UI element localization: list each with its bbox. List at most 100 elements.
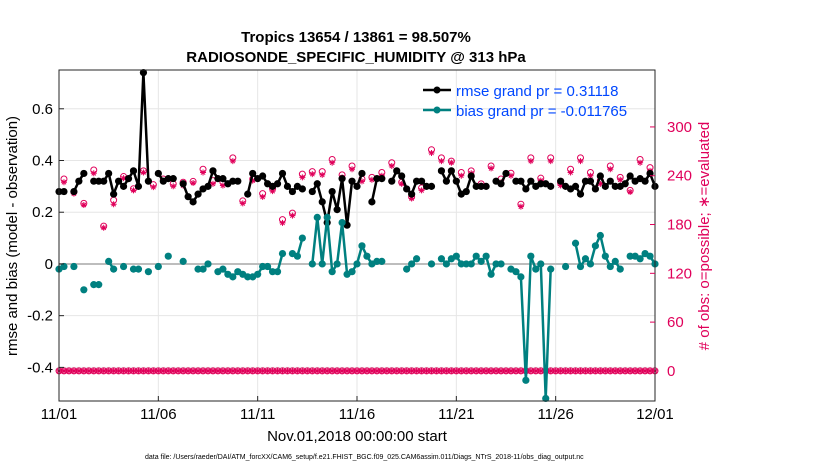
obs-evaluated-point (537, 367, 544, 374)
obs-evaluated-upper-point (438, 158, 445, 165)
obs-evaluated-upper-point (140, 169, 147, 176)
rmse-point (393, 167, 401, 175)
rmse-point (358, 169, 366, 178)
rmse-point (606, 177, 614, 185)
obs-evaluated-point (354, 367, 360, 374)
obs-evaluated-point (493, 367, 500, 374)
rmse-point (100, 177, 108, 185)
rmse-point (353, 182, 361, 190)
obs-evaluated-upper-point (527, 158, 534, 165)
bias-point (134, 265, 143, 273)
rmse-point (408, 190, 416, 198)
rmse-point (229, 177, 237, 185)
bias-point (532, 265, 540, 273)
obs-evaluated-point (398, 367, 405, 374)
obs-evaluated-point (274, 367, 281, 374)
rmse-point (144, 177, 152, 185)
bias-point (646, 252, 654, 260)
bias-point (358, 242, 366, 250)
bias-point (457, 260, 465, 268)
bias-point (204, 260, 212, 268)
bias-point (318, 260, 326, 268)
obs-evaluated-point (592, 367, 599, 374)
rmse-point (447, 167, 455, 175)
obs-evaluated-point (234, 367, 241, 374)
bias-point (244, 273, 252, 281)
obs-evaluated-point (100, 367, 107, 374)
obs-evaluated-point (75, 367, 82, 374)
rmse-point (189, 198, 197, 206)
obs-evaluated-point (284, 367, 291, 374)
rmse-point (388, 177, 396, 185)
rmse-point (373, 175, 381, 183)
obs-evaluated-point (224, 367, 231, 374)
obs-evaluated-upper-point (200, 169, 207, 176)
obs-evaluated-point (304, 367, 311, 374)
y-tick-label-1: -0.2 (27, 308, 53, 325)
bias-point (278, 250, 287, 258)
y2-tick-label-2: 120 (667, 265, 692, 282)
rmse-point (278, 169, 287, 178)
obs-evaluated-point (488, 367, 495, 374)
rmse-point (537, 180, 545, 188)
obs-evaluated-upper-point (229, 158, 236, 165)
obs-evaluated-point (532, 367, 539, 374)
obs-evaluated-upper-point (209, 180, 216, 187)
obs-evaluated-point (309, 367, 316, 374)
obs-evaluated-point (547, 367, 554, 374)
y-axis-label: rmse and bias (model - observation) (4, 116, 21, 356)
obs-evaluated-point (562, 367, 569, 374)
obs-evaluated-point (195, 367, 202, 374)
y2-axis-label: # of obs: o=possible; ∗=evaluated (696, 122, 713, 351)
obs-evaluated-point (428, 367, 435, 374)
obs-evaluated-point (572, 367, 579, 374)
bias-point (308, 260, 316, 268)
rmse-point (596, 172, 604, 180)
obs-evaluated-upper-point (239, 200, 246, 207)
rmse-point (288, 187, 297, 196)
x-tick-label-2: 11/11 (240, 406, 275, 423)
obs-evaluated-upper-point (587, 172, 594, 179)
bias-point (229, 273, 237, 281)
obs-evaluated-point (368, 367, 375, 374)
rmse-point (124, 175, 133, 183)
bias-point (571, 239, 580, 247)
obs-evaluated-point (478, 367, 485, 374)
obs-evaluated-upper-point (90, 170, 97, 177)
bias-point (487, 270, 495, 278)
obs-evaluated-upper-point (557, 182, 564, 189)
obs-evaluated-point (145, 367, 152, 374)
bias-point (264, 262, 272, 271)
obs-evaluated-upper-point (637, 159, 644, 166)
bias-point (219, 265, 227, 273)
rmse-point (129, 167, 138, 175)
rmse-point (110, 190, 118, 198)
obs-evaluated-upper-point (517, 203, 524, 210)
rmse-point (169, 175, 177, 183)
obs-evaluated-point (344, 367, 351, 374)
rmse-point (467, 172, 475, 180)
rmse-point (626, 172, 634, 180)
bias-point (537, 260, 545, 268)
chart-subtitle: RADIOSONDE_SPECIFIC_HUMIDITY @ 313 hPa (186, 49, 526, 66)
obs-evaluated-point (190, 367, 197, 374)
bias-point (259, 262, 267, 271)
rmse-point (477, 182, 485, 190)
bias-point (413, 255, 421, 263)
bias-point (442, 260, 450, 268)
bias-point (467, 260, 475, 268)
x-tick-label-6: 12/01 (636, 406, 674, 423)
obs-evaluated-upper-point (398, 180, 405, 187)
obs-evaluated-point (269, 367, 276, 374)
obs-evaluated-point (607, 367, 614, 374)
obs-evaluated-upper-point (319, 171, 326, 178)
obs-evaluated-point (363, 367, 370, 374)
rmse-point (522, 185, 530, 193)
rmse-point (179, 180, 187, 188)
series-layer (55, 68, 659, 403)
obs-evaluated-point (185, 367, 192, 374)
y2-tick-label-0: 0 (667, 363, 675, 380)
obs-evaluated-point (90, 367, 97, 374)
x-axis-label: Nov.01,2018 00:00:00 start (267, 428, 448, 445)
y2-tick-label-4: 240 (667, 168, 692, 185)
